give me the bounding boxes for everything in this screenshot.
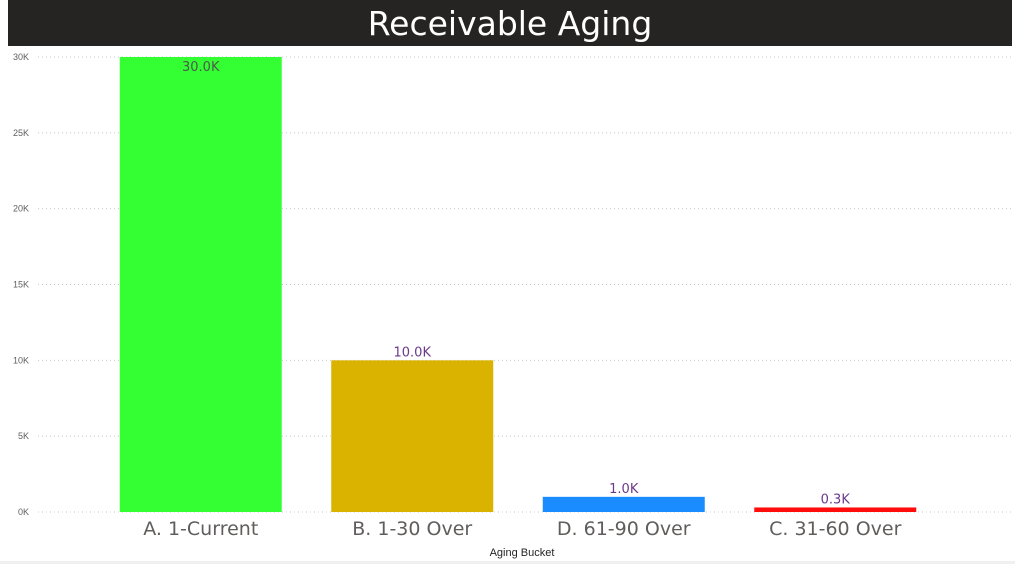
y-tick-label: 25K bbox=[13, 128, 29, 138]
bar bbox=[542, 496, 705, 512]
x-tick-label: C. 31-60 Over bbox=[769, 518, 901, 540]
x-tick-label: B. 1-30 Over bbox=[352, 518, 472, 540]
data-label: 30.0K bbox=[182, 60, 220, 75]
chart-title: Receivable Aging bbox=[367, 3, 653, 43]
data-label: 1.0K bbox=[609, 482, 639, 497]
data-label: 0.3K bbox=[821, 492, 851, 507]
x-tick-label: A. 1-Current bbox=[143, 518, 258, 540]
chart-title-bar: Receivable Aging bbox=[8, 0, 1012, 46]
x-tick-label: D. 61-90 Over bbox=[557, 518, 691, 540]
x-axis-title: Aging Bucket bbox=[490, 547, 555, 559]
y-tick-label: 15K bbox=[13, 280, 29, 290]
bar bbox=[119, 57, 282, 512]
bar bbox=[331, 360, 494, 512]
bottom-divider bbox=[0, 561, 1015, 564]
y-tick-label: 5K bbox=[18, 431, 29, 441]
data-label: 10.0K bbox=[394, 345, 432, 360]
bar bbox=[754, 507, 917, 512]
y-tick-label: 0K bbox=[18, 507, 29, 517]
y-tick-label: 10K bbox=[13, 355, 29, 365]
y-tick-label: 20K bbox=[13, 204, 29, 214]
y-tick-label: 30K bbox=[13, 52, 29, 62]
